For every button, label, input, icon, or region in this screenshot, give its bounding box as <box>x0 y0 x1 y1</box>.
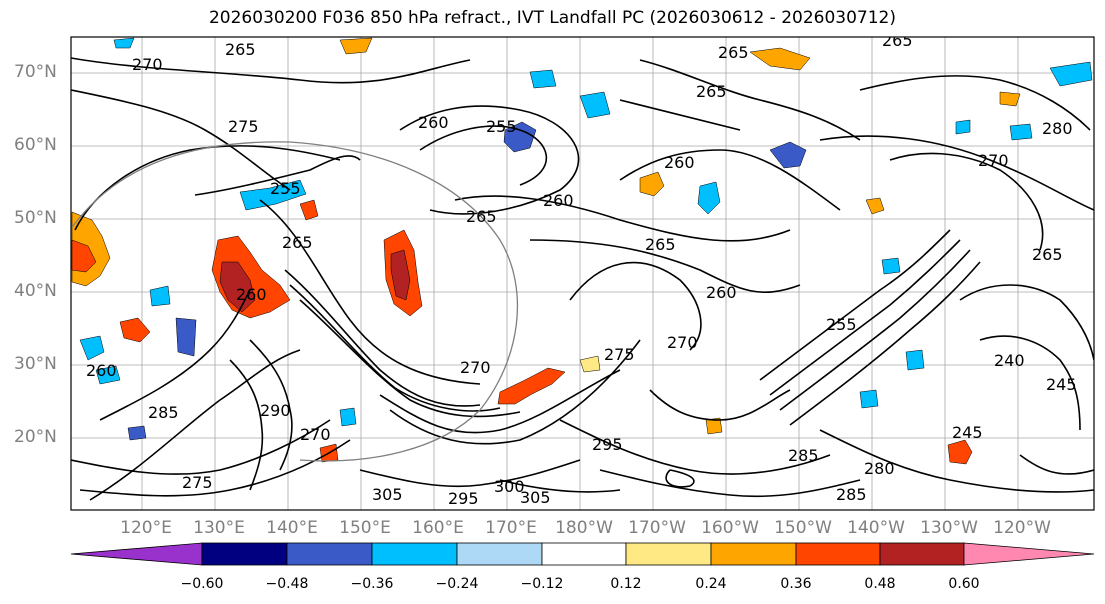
colorbar-bin <box>456 542 543 566</box>
contour-label: 255 <box>486 117 517 136</box>
lon-label: 150°E <box>339 518 391 538</box>
map-panel: 265 265 265 270 275 260 255 265 260 280 … <box>71 31 1094 510</box>
contour-label: 240 <box>994 351 1025 370</box>
lon-label: 170°E <box>485 518 537 538</box>
contour-label: 285 <box>148 403 179 422</box>
contour-label: 265 <box>882 31 913 50</box>
map-frame <box>70 36 1095 511</box>
chart-title: 2026030200 F036 850 hPa refract., IVT La… <box>208 8 896 28</box>
lat-label: 40°N <box>14 281 57 301</box>
colorbar-tick-label: 0.24 <box>695 576 727 592</box>
contour-label: 275 <box>182 473 213 492</box>
lon-label: 140°E <box>266 518 318 538</box>
colorbar-bin <box>625 542 712 566</box>
contour-label: 280 <box>1042 119 1073 138</box>
contour-label: 285 <box>788 446 819 465</box>
colorbar-bin <box>371 542 458 566</box>
contour-label: 255 <box>826 315 857 334</box>
lon-label: 130°E <box>193 518 245 538</box>
colorbar-bin <box>201 542 288 566</box>
colorbar-tick-label: 0.48 <box>864 576 896 592</box>
lat-label: 30°N <box>14 354 57 374</box>
lat-label: 70°N <box>14 62 57 82</box>
contour-label: 285 <box>836 485 867 504</box>
lon-label: 150°W <box>774 518 832 538</box>
colorbar-tick-label: 0.36 <box>780 576 812 592</box>
contour-label: 260 <box>706 283 737 302</box>
contour-label: 265 <box>466 207 497 226</box>
contour-label: 305 <box>372 485 403 504</box>
colorbar-tick-label: −0.48 <box>265 576 309 592</box>
colorbar-tick-label: −0.24 <box>435 576 479 592</box>
contour-label: 295 <box>448 489 479 508</box>
colorbar-bin <box>795 542 881 566</box>
colorbar-tick-label: −0.60 <box>180 576 224 592</box>
contour-label: 265 <box>225 40 256 59</box>
colorbar-tick-label: −0.12 <box>520 576 564 592</box>
colorbar-tick-label: 0.12 <box>610 576 642 592</box>
lon-label: 130°W <box>920 518 978 538</box>
contour-label: 290 <box>260 401 291 420</box>
contour-label: 265 <box>718 43 749 62</box>
contour-label: 245 <box>1046 375 1077 394</box>
contour-label: 265 <box>645 235 676 254</box>
contour-label: 270 <box>667 333 698 352</box>
lon-label: 120°E <box>120 518 172 538</box>
graticule <box>71 37 1094 510</box>
colorbar-bin <box>710 542 797 566</box>
colorbar-tick-label: 0.60 <box>948 576 980 592</box>
lat-label: 60°N <box>14 135 57 155</box>
contour-label: 270 <box>132 55 163 74</box>
contour-label: 260 <box>664 153 695 172</box>
lon-label: 160°E <box>412 518 464 538</box>
contour-label: 275 <box>604 345 635 364</box>
colorbar-bin <box>541 542 627 566</box>
colorbar <box>70 542 1095 566</box>
anomaly-fills <box>71 37 1093 465</box>
contour-label: 255 <box>270 179 301 198</box>
contour-label: 295 <box>592 435 623 454</box>
contour-label: 270 <box>978 151 1009 170</box>
colorbar-tick-label: −0.36 <box>350 576 394 592</box>
contour-value-labels: 265 265 265 270 275 260 255 265 260 280 … <box>86 31 1077 508</box>
contour-label: 270 <box>300 425 331 444</box>
contour-label: 260 <box>86 361 117 380</box>
contour-lines <box>71 57 1094 501</box>
contour-label: 300 <box>494 477 525 496</box>
contour-label: 260 <box>418 113 449 132</box>
lon-label: 160°W <box>701 518 759 538</box>
contour-label: 275 <box>228 117 259 136</box>
lat-label: 20°N <box>14 427 57 447</box>
contour-label: 245 <box>952 423 983 442</box>
lat-label: 50°N <box>14 208 57 228</box>
contour-label: 280 <box>864 459 895 478</box>
contour-label: 270 <box>460 358 491 377</box>
colorbar-over-arrow <box>963 542 1095 566</box>
lon-label: 140°W <box>847 518 905 538</box>
contour-label: 265 <box>282 233 313 252</box>
colorbar-bin <box>286 542 373 566</box>
lon-label: 170°W <box>628 518 686 538</box>
contour-label: 305 <box>520 488 551 507</box>
contour-label: 265 <box>1032 245 1063 264</box>
contour-label: 260 <box>543 191 574 210</box>
contour-label: 260 <box>236 285 267 304</box>
colorbar-under-arrow <box>70 542 203 566</box>
lon-label: 180°W <box>555 518 613 538</box>
colorbar-bin <box>879 542 965 566</box>
contour-label: 265 <box>696 82 727 101</box>
lon-label: 120°W <box>993 518 1051 538</box>
domain-circle <box>71 141 518 462</box>
